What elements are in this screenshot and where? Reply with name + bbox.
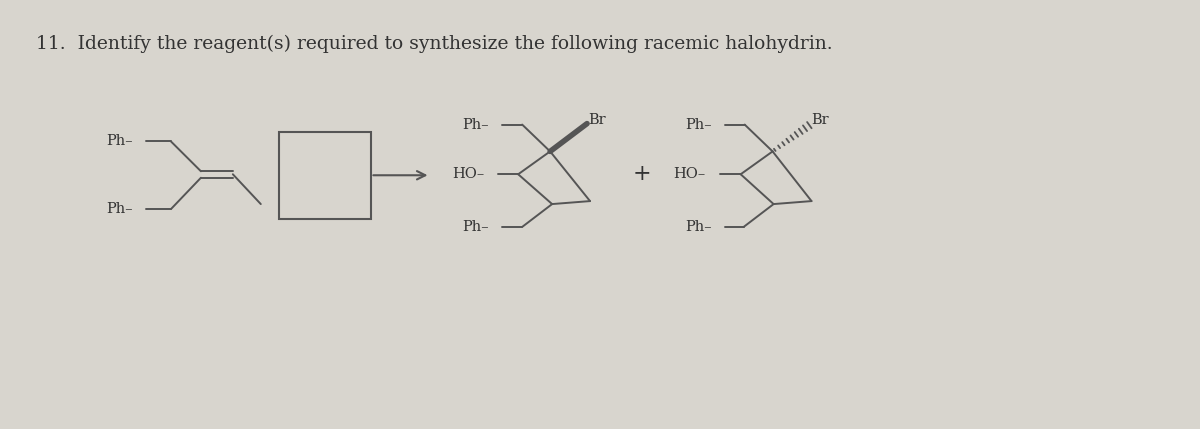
Text: Br: Br [811,113,829,127]
Text: Br: Br [588,113,606,127]
Text: Ph–: Ph– [462,118,488,132]
Text: +: + [632,163,652,185]
Text: Ph–: Ph– [106,134,133,148]
Text: 11.  Identify the reagent(s) required to synthesize the following racemic halohy: 11. Identify the reagent(s) required to … [36,35,833,54]
Text: Ph–: Ph– [462,220,488,234]
Text: Ph–: Ph– [685,118,712,132]
Text: HO–: HO– [673,167,706,181]
Text: HO–: HO– [452,167,485,181]
Bar [278,132,371,219]
Text: Ph–: Ph– [685,220,712,234]
Text: Ph–: Ph– [106,202,133,216]
